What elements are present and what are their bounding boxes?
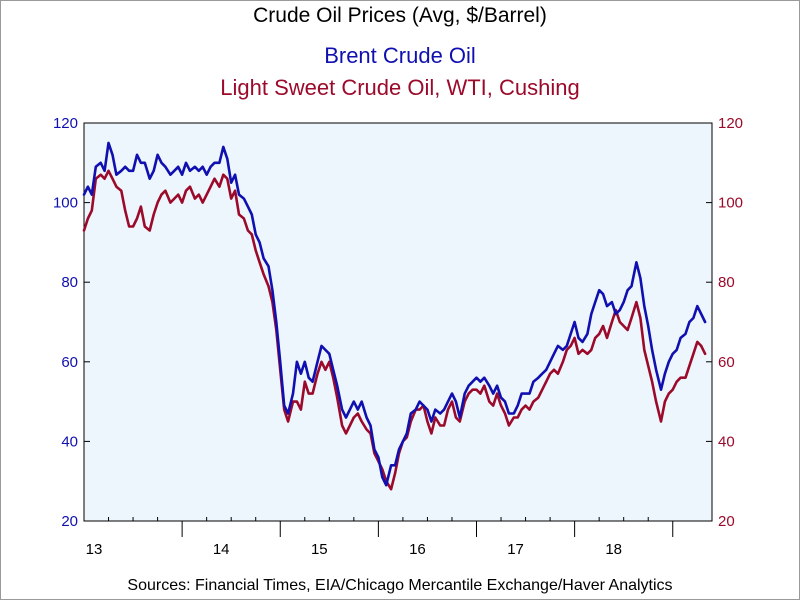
y-left-tick-label: 80 [61, 274, 78, 291]
x-tick-label: 13 [86, 541, 103, 558]
y-right-tick-label: 80 [718, 274, 735, 291]
y-left-tick-label: 100 [53, 195, 78, 212]
series-title-brent: Brent Crude Oil [324, 43, 476, 68]
y-right-tick-label: 120 [718, 115, 743, 132]
series-title-wti: Light Sweet Crude Oil, WTI, Cushing [220, 75, 580, 100]
axes: 20 20 40 40 60 60 80 80 100 100 120 120 13 14 15 16 17 18 [53, 115, 743, 558]
y-right-tick-label: 100 [718, 195, 743, 212]
y-right-tick-label: 60 [718, 354, 735, 371]
y-left-tick-label: 120 [53, 115, 78, 132]
x-tick-label: 17 [507, 541, 524, 558]
y-left-tick-label: 60 [61, 354, 78, 371]
y-left-tick-label: 20 [61, 513, 78, 530]
chart-title: Crude Oil Prices (Avg, $/Barrel) [253, 4, 547, 27]
x-tick-label: 14 [213, 541, 230, 558]
x-tick-label: 18 [605, 541, 622, 558]
series-line-wti [82, 169, 707, 491]
series-lines [82, 141, 707, 491]
source-note: Sources: Financial Times, EIA/Chicago Me… [127, 577, 673, 594]
y-right-tick-label: 40 [718, 433, 735, 450]
y-left-tick-label: 40 [61, 433, 78, 450]
x-tick-label: 16 [409, 541, 426, 558]
y-right-tick-label: 20 [718, 513, 735, 530]
x-tick-label: 15 [311, 541, 328, 558]
series-line-brent [82, 141, 707, 487]
